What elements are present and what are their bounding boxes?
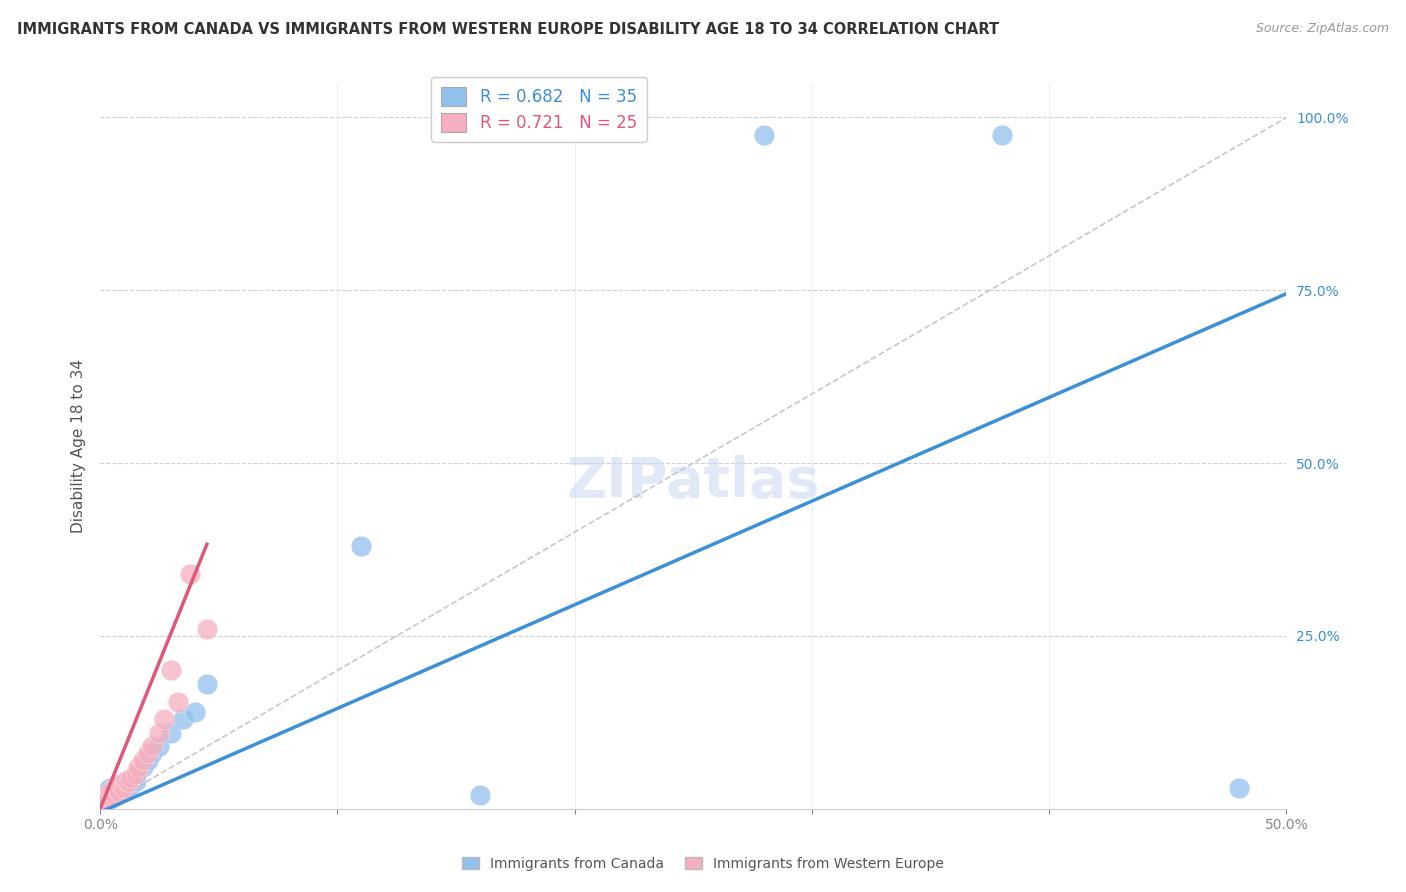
Point <box>91 798 114 813</box>
Point <box>153 712 176 726</box>
Legend: R = 0.682   N = 35, R = 0.721   N = 25: R = 0.682 N = 35, R = 0.721 N = 25 <box>432 77 647 142</box>
Point <box>184 705 207 719</box>
Point <box>105 780 128 795</box>
Point <box>108 784 131 798</box>
Point <box>110 777 132 791</box>
Text: IMMIGRANTS FROM CANADA VS IMMIGRANTS FROM WESTERN EUROPE DISABILITY AGE 18 TO 34: IMMIGRANTS FROM CANADA VS IMMIGRANTS FRO… <box>17 22 1000 37</box>
Point <box>120 774 142 789</box>
Point <box>148 725 170 739</box>
Point <box>108 777 131 791</box>
Point <box>468 788 491 802</box>
Point <box>120 771 142 785</box>
Point <box>117 775 139 789</box>
Point <box>112 777 135 791</box>
Point <box>110 780 132 795</box>
Point <box>179 566 201 581</box>
Point <box>127 760 149 774</box>
Point <box>195 677 218 691</box>
Point <box>94 795 117 809</box>
Point <box>350 539 373 553</box>
Point <box>103 788 125 802</box>
Point <box>167 694 190 708</box>
Point <box>94 791 117 805</box>
Point <box>117 780 139 795</box>
Point <box>125 774 148 789</box>
Point <box>112 784 135 798</box>
Point <box>101 791 124 805</box>
Point <box>148 739 170 754</box>
Point <box>136 747 159 761</box>
Point <box>103 788 125 802</box>
Point <box>160 664 183 678</box>
Point <box>115 774 138 789</box>
Point <box>101 784 124 798</box>
Legend: Immigrants from Canada, Immigrants from Western Europe: Immigrants from Canada, Immigrants from … <box>457 851 949 876</box>
Point <box>91 795 114 809</box>
Point <box>96 784 118 798</box>
Point <box>112 780 135 795</box>
Point <box>105 788 128 802</box>
Point <box>96 788 118 802</box>
Point <box>1227 780 1250 795</box>
Point <box>754 128 776 142</box>
Text: Source: ZipAtlas.com: Source: ZipAtlas.com <box>1256 22 1389 36</box>
Y-axis label: Disability Age 18 to 34: Disability Age 18 to 34 <box>72 359 86 533</box>
Point <box>132 753 155 767</box>
Point <box>990 128 1012 142</box>
Point <box>108 784 131 798</box>
Point <box>141 739 163 754</box>
Point <box>132 760 155 774</box>
Point <box>98 784 121 798</box>
Point <box>101 791 124 805</box>
Text: ZIPatlas: ZIPatlas <box>567 455 820 509</box>
Point <box>115 774 138 789</box>
Point <box>172 712 194 726</box>
Point <box>125 767 148 781</box>
Point <box>103 780 125 795</box>
Point <box>141 747 163 761</box>
Point <box>98 791 121 805</box>
Point <box>98 780 121 795</box>
Point <box>195 622 218 636</box>
Point <box>101 784 124 798</box>
Point <box>136 753 159 767</box>
Point <box>160 725 183 739</box>
Point <box>94 791 117 805</box>
Point <box>96 795 118 809</box>
Point <box>96 788 118 802</box>
